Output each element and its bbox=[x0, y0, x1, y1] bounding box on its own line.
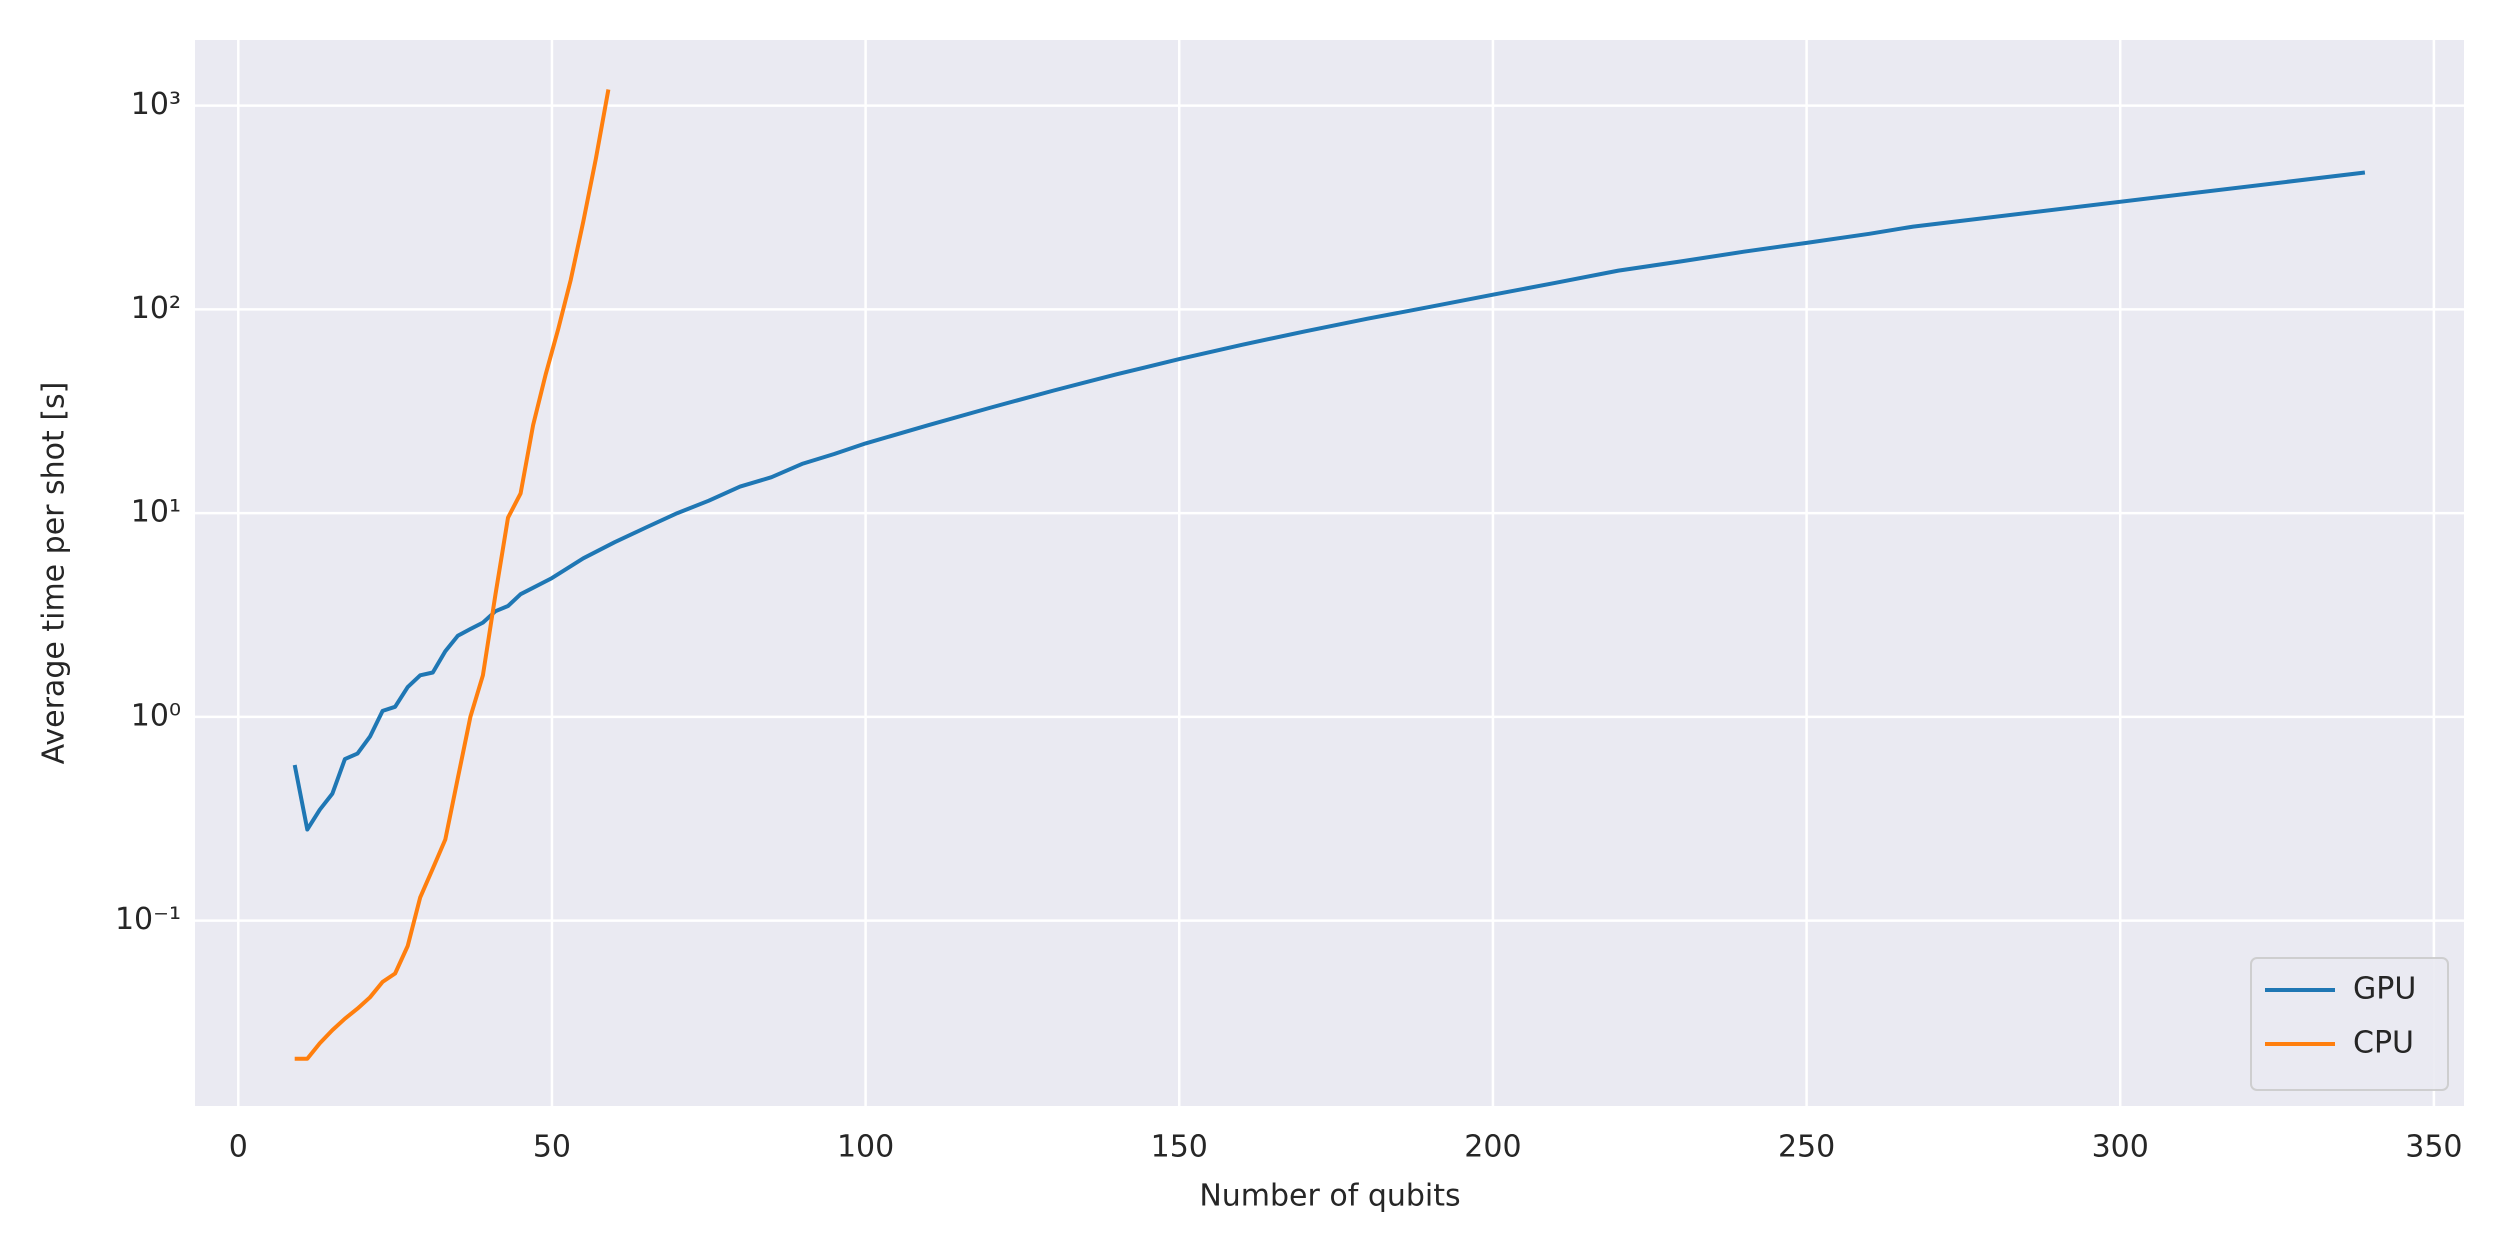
y-tick-label: 10³ bbox=[131, 87, 181, 122]
plot-area bbox=[195, 40, 2464, 1106]
x-tick-label: 50 bbox=[533, 1130, 571, 1165]
x-tick-label: 150 bbox=[1151, 1130, 1208, 1165]
x-tick-label: 200 bbox=[1464, 1130, 1521, 1165]
x-tick-label: 350 bbox=[2405, 1130, 2462, 1165]
line-series bbox=[294, 89, 611, 1061]
y-tick-label: 10⁻¹ bbox=[115, 902, 181, 937]
x-tick-label: 100 bbox=[837, 1130, 894, 1165]
x-tick-label: 250 bbox=[1778, 1130, 1835, 1165]
y-tick-label: 10⁰ bbox=[131, 698, 181, 733]
y-axis-label: Average time per shot [s] bbox=[37, 382, 72, 765]
x-tick-label: 0 bbox=[229, 1130, 248, 1165]
legend-box bbox=[2250, 957, 2449, 1091]
legend-label: CPU bbox=[2353, 1026, 2414, 1061]
legend: GPU CPU bbox=[2250, 957, 2449, 1091]
legend-label: GPU bbox=[2353, 972, 2416, 1007]
x-axis-label: Number of qubits bbox=[1199, 1179, 1460, 1214]
x-tick-label: 300 bbox=[2092, 1130, 2149, 1165]
y-tick-label: 10² bbox=[131, 291, 181, 326]
y-tick-label: 10¹ bbox=[131, 495, 181, 530]
line-series bbox=[292, 170, 2366, 832]
